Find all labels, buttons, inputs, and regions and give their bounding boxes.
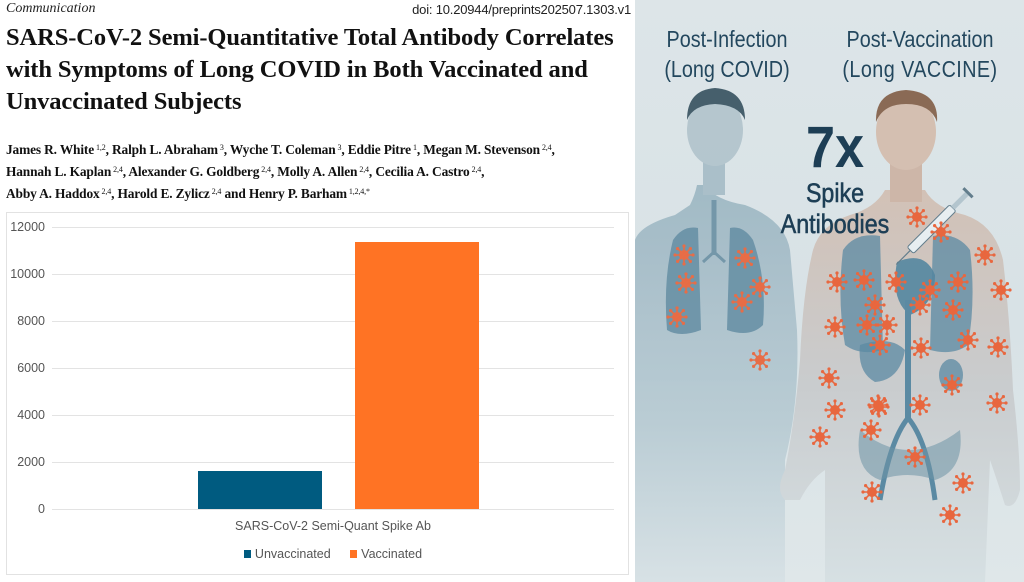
author-affiliation: 2,4 [261, 165, 271, 174]
legend-swatch-unvaccinated [243, 550, 251, 558]
bar-vaccinated [355, 242, 479, 509]
paper-title: SARS-CoV-2 Semi-Quantitative Total Antib… [6, 24, 614, 115]
left-figure [635, 88, 798, 582]
gridline [52, 321, 614, 322]
author-affiliation: 1,2 [96, 143, 106, 152]
label-line: Post-Infection [666, 26, 788, 52]
legend-item-vaccinated: Vaccinated [350, 547, 422, 561]
y-tick-label: 6000 [17, 361, 45, 375]
author-name: James R. White [6, 142, 95, 157]
author-affiliation: 1 [412, 143, 417, 152]
author-affiliation: 1,2,4,* [348, 187, 370, 196]
paper-meta-row: Communication doi: 10.20944/preprints202… [6, 1, 631, 19]
gridline [52, 509, 614, 510]
paper-panel: Communication doi: 10.20944/preprints202… [6, 1, 632, 575]
author-list: James R. White 1,2, Ralph L. Abraham 3, Wy… [6, 142, 555, 201]
author-affiliation: 2,4 [541, 143, 552, 152]
label-line: Post-Vaccination [846, 26, 994, 52]
author-name: Cecilia A. Castro [375, 164, 470, 179]
y-tick-label: 4000 [17, 408, 45, 422]
document-type: Communication [6, 1, 96, 16]
author-name: Abby A. Haddox [6, 186, 100, 201]
author-affiliation: 3 [219, 143, 224, 152]
author-name: Harold E. Zylicz [117, 186, 210, 201]
bar-chart: 0 2000 4000 6000 8000 10000 12000 SARS-CoV-2 S… [6, 212, 629, 575]
author-affiliation: 3 [337, 143, 342, 152]
author-name: Ralph L. Abraham [112, 142, 218, 157]
post-vaccination-label: Post-Vaccination (Long VACCINE) [821, 24, 1019, 84]
x-axis-label: SARS-CoV-2 Semi-Quant Spike Ab [235, 519, 431, 533]
y-tick-label: 8000 [17, 314, 45, 328]
legend-label: Unvaccinated [254, 547, 331, 561]
author-name: Wyche T. Coleman [229, 142, 336, 157]
multiplier-text: 7x [805, 115, 865, 180]
author-affiliation: 2,4 [113, 165, 123, 174]
author-name: Eddie Pitre [347, 142, 411, 157]
author-affiliation: 2,4 [101, 187, 112, 196]
author-affiliation: 2,4 [211, 187, 222, 196]
doi-link[interactable]: doi: 10.20944/preprints202507.1303.v1 [412, 2, 631, 17]
gridline [52, 227, 614, 228]
author-name: Hannah L. Kaplan [6, 164, 112, 179]
bar-unvaccinated [198, 470, 322, 509]
label-line: (Long COVID) [664, 56, 790, 82]
callout-line: Spike [805, 178, 865, 209]
chart-legend: Unvaccinated Vaccinated [52, 547, 614, 561]
author-affiliation: 2,4 [359, 165, 369, 174]
post-infection-label: Post-Infection (Long COVID) [641, 24, 813, 84]
author-affiliation: 2,4 [471, 165, 482, 174]
legend-label: Vaccinated [361, 547, 423, 561]
gridline [52, 462, 614, 463]
legend-swatch-vaccinated [350, 550, 358, 558]
y-tick-label: 2000 [17, 455, 45, 469]
legend-item-unvaccinated: Unvaccinated [243, 547, 331, 561]
right-figure [780, 90, 1020, 582]
author-name: Alexander G. Goldberg [128, 164, 260, 179]
gridline [52, 368, 614, 369]
y-tick-label: 10000 [10, 267, 45, 281]
y-tick-label: 12000 [10, 220, 45, 234]
author-name: Megan M. Stevenson [423, 142, 540, 157]
author-name: Molly A. Allen [277, 164, 358, 179]
gridline [52, 274, 614, 275]
label-line: (Long VACCINE) [842, 56, 998, 82]
author-name: Henry P. Barham [248, 186, 347, 201]
anatomy-illustration [635, 88, 1020, 582]
gridline [52, 415, 614, 416]
spike-antibody-callout: 7x Spike Antibodies [760, 118, 910, 240]
illustration-panel: Post-Infection (Long COVID) Post-Vaccina… [635, 0, 1024, 582]
callout-line: Antibodies [780, 209, 890, 240]
syringe-icon [895, 187, 974, 265]
y-tick-label: 0 [38, 502, 45, 516]
